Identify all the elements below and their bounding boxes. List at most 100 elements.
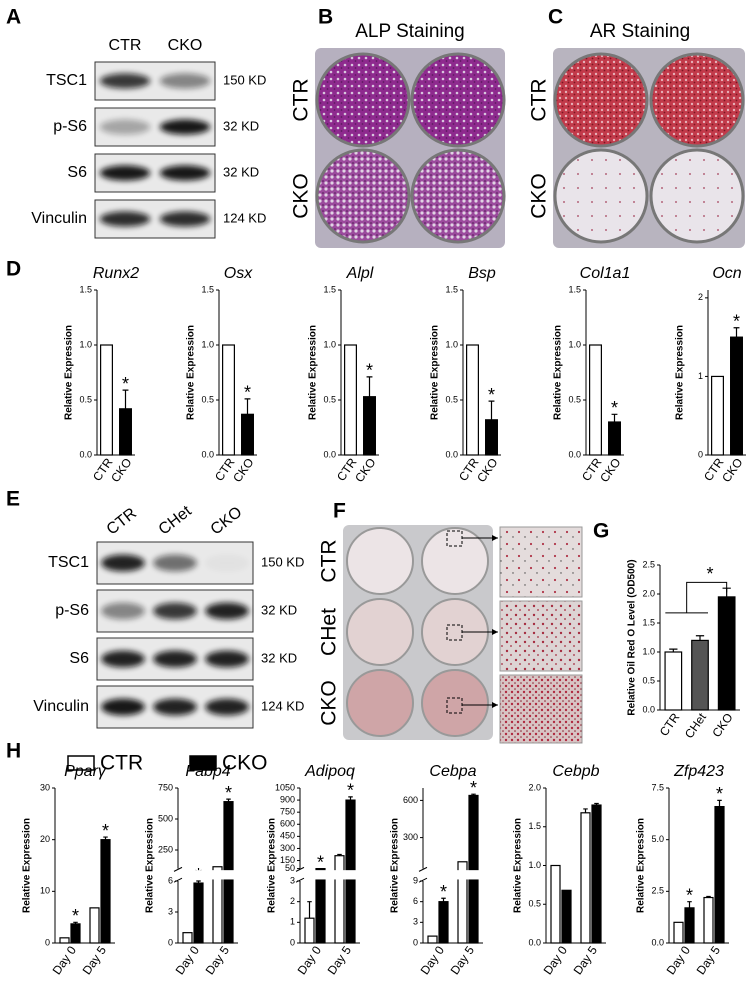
y-axis-label: Relative Expression: [267, 818, 278, 913]
blot-row-label: Vinculin: [31, 210, 87, 227]
bar: [711, 375, 724, 456]
y-tick-label: 1.5: [323, 284, 336, 294]
error-bar: [337, 853, 342, 856]
chart-title: Ocn: [712, 265, 741, 282]
bar: [589, 344, 602, 456]
blot-column-label: CKO: [208, 504, 246, 539]
y-tick-label: 6: [168, 875, 173, 885]
y-tick-label: 0.5: [528, 899, 541, 909]
bar: [100, 344, 113, 456]
chart-title: Osx: [224, 265, 253, 282]
blot-row-label: TSC1: [48, 554, 89, 571]
blot-size-label: 32 KD: [261, 602, 297, 617]
axis-break-mark: [173, 866, 183, 883]
blot-size-label: 124 KD: [261, 698, 304, 713]
alp-plate: [315, 48, 506, 248]
y-tick-label: 1.0: [642, 646, 655, 656]
bar: [485, 419, 498, 456]
error-bar: [122, 389, 129, 409]
blot-row-label: Vinculin: [33, 698, 89, 715]
bar: [100, 839, 111, 944]
significance-mark: *: [470, 778, 477, 798]
y-tick-label: 1.5: [445, 284, 458, 294]
blot-band: [101, 650, 145, 668]
blot-size-label: 32 KD: [223, 164, 259, 179]
y-tick-label: 1: [290, 917, 295, 927]
bar: [684, 907, 695, 944]
blot-column-label: CTR: [109, 37, 142, 54]
significance-mark: *: [244, 383, 251, 403]
row-label: CKO: [318, 680, 341, 726]
x-tick-label: CTR: [657, 710, 683, 739]
row-label: CKO: [528, 173, 551, 219]
chart-title: Adipoq: [304, 763, 355, 780]
y-tick-label: 20: [40, 834, 50, 844]
blot-band: [99, 165, 151, 181]
bar: [344, 344, 357, 456]
y-tick-label: 2.5: [651, 886, 664, 896]
significance-mark: *: [686, 885, 693, 905]
panel-label: E: [6, 488, 20, 511]
blot-size-label: 32 KD: [261, 650, 297, 665]
error-bar: [669, 648, 678, 652]
y-tick-label: 1.5: [568, 284, 581, 294]
blot-row-label: p-S6: [55, 602, 89, 619]
row-label: CTR: [528, 78, 551, 121]
bar: [717, 596, 736, 711]
chart-title: Cebpb: [552, 763, 599, 780]
chart-title: Pparγ: [64, 763, 107, 780]
blot-band: [153, 650, 197, 668]
blot-band: [205, 698, 249, 716]
bar: [608, 421, 621, 456]
y-axis-label: Relative Expression: [430, 325, 441, 420]
staining-title: AR Staining: [590, 21, 690, 42]
x-tick-label: Day 5: [571, 943, 601, 977]
error-bar: [441, 897, 446, 902]
axis-break: [301, 870, 361, 880]
bar: [212, 866, 223, 944]
y-tick-label: 1.5: [642, 617, 655, 627]
error-bar: [244, 398, 251, 415]
error-bar: [611, 413, 618, 422]
blot-row-label: S6: [67, 164, 87, 181]
blot-band: [99, 73, 151, 89]
y-tick-label: 0.5: [323, 394, 336, 404]
x-tick-label: Day 5: [694, 943, 724, 977]
error-bar: [366, 376, 373, 397]
blot-column-label: CTR: [104, 505, 140, 539]
x-tick-label: Day 0: [418, 943, 448, 977]
significance-mark: *: [72, 906, 79, 926]
y-tick-label: 0.5: [642, 675, 655, 685]
error-bar: [103, 836, 108, 840]
y-tick-label: 6: [413, 896, 418, 906]
bar: [466, 344, 479, 456]
error-bar: [471, 793, 476, 796]
bar: [580, 812, 591, 944]
significance-mark: *: [366, 361, 373, 381]
legend-label: CKO: [222, 752, 268, 775]
panel-label: D: [6, 258, 21, 281]
blot-size-label: 150 KD: [223, 72, 266, 87]
y-tick-label: 50: [285, 863, 295, 873]
significance-mark: *: [716, 784, 723, 804]
significance-mark: *: [317, 852, 324, 872]
axis-break-mark: [295, 866, 305, 883]
y-tick-label: 750: [158, 782, 173, 792]
significance-mark: *: [102, 821, 109, 841]
chart-title: Bsp: [468, 265, 496, 282]
blot-band: [205, 650, 249, 668]
y-axis-label: Relative Expression: [636, 818, 647, 913]
bar: [89, 907, 100, 944]
staining-title: ALP Staining: [355, 21, 465, 42]
y-tick-label: 150: [280, 855, 295, 865]
ar-plate: [553, 48, 745, 248]
y-tick-label: 0: [413, 937, 418, 947]
bar: [438, 901, 449, 944]
significance-mark: *: [440, 882, 447, 902]
error-bar: [196, 880, 201, 884]
blot-band: [101, 602, 145, 620]
y-tick-label: 450: [280, 831, 295, 841]
y-tick-label: 0: [290, 937, 295, 947]
y-tick-label: 0.0: [642, 704, 655, 714]
blot-band: [153, 698, 197, 716]
